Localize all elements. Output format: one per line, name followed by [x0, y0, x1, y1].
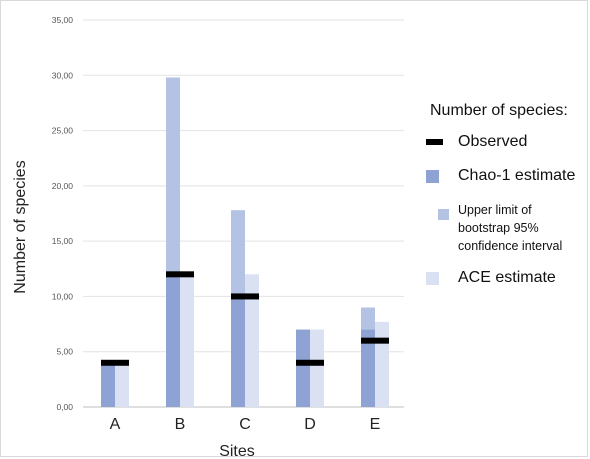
y-tick-label: 35,00: [52, 15, 74, 25]
y-tick-label: 20,00: [52, 181, 74, 191]
legend-item-chao1: Chao-1 estimate: [420, 167, 590, 189]
legend-label-upper-limit-line-3: confidence interval: [458, 239, 563, 253]
bar-chao1-d: [296, 329, 310, 407]
ace-swatch: [426, 272, 439, 285]
legend-label-chao1: Chao-1 estimate: [458, 167, 576, 184]
marker-observed-e: [361, 337, 389, 344]
legend-item-observed: Observed: [420, 133, 590, 155]
bar-chao1-c: [231, 296, 245, 407]
y-tick-label: 5,00: [56, 347, 73, 357]
bar-ace-c: [245, 274, 259, 407]
legend-item-upper-limit: Upper limit of bootstrap 95% confidence …: [420, 201, 590, 257]
legend-title: Number of species:: [430, 102, 568, 119]
legend-label-upper-limit-line-1: Upper limit of: [458, 203, 532, 217]
bar-chao1-e: [361, 329, 375, 407]
bar-chao1-a: [101, 362, 115, 407]
marker-observed-a: [101, 359, 129, 366]
chao1-swatch: [426, 170, 439, 183]
grid-lines: [83, 19, 404, 408]
marker-observed-b: [166, 271, 194, 278]
legend-item-ace: ACE estimate: [420, 269, 590, 291]
observed-swatch: [426, 139, 443, 145]
bar-ace-e: [375, 321, 389, 407]
bar-chao1-b: [166, 274, 180, 407]
x-tick-label: E: [370, 416, 381, 433]
x-tick-label: D: [304, 416, 316, 433]
marker-observed-d: [296, 359, 324, 366]
legend-label-ace: ACE estimate: [458, 269, 556, 286]
x-axis-label: Sites: [219, 443, 255, 459]
x-tick-labels: A B C D E: [110, 416, 381, 433]
y-tick-label: 25,00: [52, 126, 74, 136]
bar-ace-a: [115, 362, 129, 407]
upper-limit-swatch: [438, 209, 449, 220]
y-tick-labels: 0,00 5,00 10,00 15,00 20,00 25,00 30,00 35,00: [52, 15, 74, 412]
x-tick-label: A: [110, 416, 121, 433]
y-tick-label: 10,00: [52, 291, 74, 301]
x-tick-label: B: [175, 416, 186, 433]
y-tick-label: 30,00: [52, 70, 74, 80]
legend-label-upper-limit-line-2: bootstrap 95%: [458, 221, 539, 235]
y-axis-label: Number of species: [12, 160, 29, 293]
y-tick-label: 15,00: [52, 236, 74, 246]
legend-label-observed: Observed: [458, 133, 528, 150]
bar-ace-d: [310, 329, 324, 407]
x-tick-label: C: [239, 416, 251, 433]
legend: Number of species: Observed Chao-1 estim…: [420, 102, 590, 303]
y-tick-label: 0,00: [56, 402, 73, 412]
marker-observed-c: [231, 293, 259, 300]
bars: [101, 77, 389, 408]
bar-ace-b: [180, 274, 194, 407]
